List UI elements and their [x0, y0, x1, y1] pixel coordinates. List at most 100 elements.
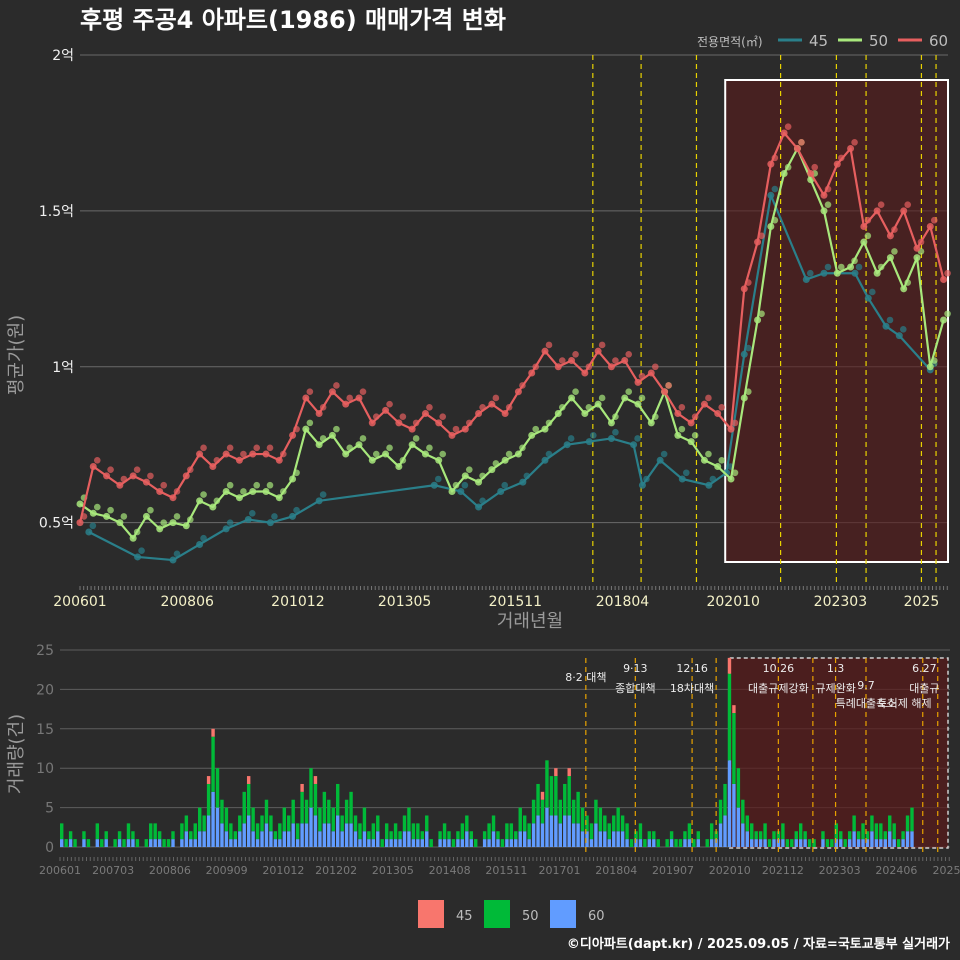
data-point-50: [213, 497, 221, 505]
data-point-60: [900, 207, 908, 215]
volume-bar: [567, 768, 571, 847]
volume-bar: [233, 831, 238, 847]
data-point-50: [558, 403, 566, 411]
bar-segment: [571, 799, 576, 824]
bar-segment: [687, 823, 692, 840]
data-point-50: [461, 472, 469, 480]
volume-bar: [732, 705, 736, 847]
data-point-60: [156, 487, 164, 495]
bar-segment: [95, 823, 100, 840]
price-panel: 0.5억 1억 1.5억 2억 200601 200806 201012 201305 201…: [39, 48, 951, 610]
data-point-45: [868, 288, 876, 296]
bar-segment: [741, 799, 745, 824]
bar-segment: [215, 807, 220, 847]
bar-segment: [883, 839, 887, 847]
volume-bar: [554, 768, 558, 847]
data-point-60: [147, 472, 154, 480]
bar-segment: [594, 823, 598, 847]
data-point-50: [142, 512, 150, 520]
bar-segment: [64, 839, 68, 847]
data-point-60: [634, 378, 642, 386]
data-point-45: [519, 478, 527, 486]
data-point-45: [767, 191, 775, 199]
data-point-50: [886, 254, 894, 262]
y-tick-label: 20: [36, 682, 54, 698]
bar-segment: [772, 831, 776, 840]
data-point-50: [386, 444, 393, 452]
bar-segment: [847, 831, 852, 840]
bar-segment: [398, 839, 402, 847]
bar-segment: [750, 823, 754, 840]
volume-bar: [157, 831, 162, 847]
data-point-60: [607, 363, 615, 371]
data-point-45: [173, 550, 181, 558]
bar-segment: [803, 831, 807, 840]
bar-segment: [376, 831, 380, 847]
volume-bar: [86, 839, 91, 847]
data-point-45: [820, 269, 828, 277]
data-point-50: [718, 456, 726, 464]
bar-segment: [425, 831, 429, 847]
volume-bar: [113, 839, 117, 847]
bar-segment: [794, 831, 798, 840]
bar-segment: [224, 831, 229, 847]
x-tick-label: 20250: [933, 864, 960, 877]
policy-annotation: 특례대출축소: [836, 697, 897, 710]
data-point-60: [820, 191, 828, 199]
bar-segment: [371, 839, 376, 847]
volume-bar: [607, 823, 611, 847]
legend-item-45: 45: [418, 900, 473, 928]
bar-segment: [251, 831, 255, 847]
data-point-50: [289, 475, 297, 483]
bar-segment: [393, 823, 398, 840]
data-point-50: [545, 419, 553, 427]
bar-segment: [411, 823, 416, 840]
bar-segment: [879, 839, 883, 847]
data-point-60: [186, 466, 194, 473]
bar-segment: [522, 815, 527, 832]
bar-segment: [384, 839, 389, 847]
volume-bar: [322, 791, 327, 847]
bar-segment: [198, 831, 202, 847]
data-point-50: [572, 388, 579, 396]
volume-bar: [509, 823, 514, 847]
bar-segment: [425, 815, 429, 832]
bar-segment: [73, 839, 77, 847]
volume-bar: [117, 831, 122, 847]
data-point-60: [833, 160, 841, 168]
y-tick-label: 2억: [52, 48, 74, 64]
data-point-50: [435, 456, 443, 464]
data-point-60: [465, 419, 473, 427]
data-point-60: [917, 238, 925, 246]
volume-bar: [536, 783, 540, 847]
bar-segment: [540, 799, 545, 824]
bar-segment: [362, 831, 367, 847]
bar-segment: [496, 831, 500, 840]
bar-segment: [554, 815, 558, 847]
bar-segment: [714, 839, 718, 847]
data-point-60: [891, 226, 898, 233]
data-point-60: [249, 450, 257, 458]
volume-bar: [865, 831, 870, 847]
bar-segment: [491, 831, 496, 847]
bar-segment: [193, 839, 197, 847]
bar-segment: [465, 815, 469, 832]
policy-annotation: 18차대책: [670, 682, 714, 695]
data-point-45: [434, 475, 442, 483]
data-point-60: [744, 279, 752, 286]
volume-bar: [874, 823, 879, 847]
data-point-50: [930, 357, 938, 364]
data-point-60: [651, 363, 659, 371]
bar-segment: [376, 815, 380, 832]
data-point-60: [807, 169, 815, 177]
data-point-60: [448, 431, 456, 439]
bar-segment: [612, 831, 616, 847]
volume-bar: [705, 839, 709, 847]
x-tick-label: 201511: [485, 864, 527, 877]
volume-bar: [416, 823, 420, 847]
data-point-50: [169, 519, 177, 527]
bar-segment: [474, 839, 478, 847]
bar-segment: [322, 791, 327, 824]
volume-bar: [727, 657, 732, 847]
data-point-50: [346, 444, 354, 452]
